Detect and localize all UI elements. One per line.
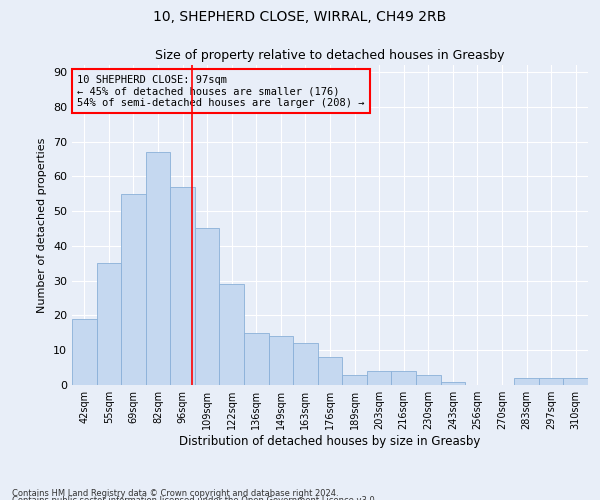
Bar — [367, 371, 391, 385]
Bar — [170, 186, 195, 385]
Bar — [514, 378, 539, 385]
Title: Size of property relative to detached houses in Greasby: Size of property relative to detached ho… — [155, 50, 505, 62]
Bar — [195, 228, 220, 385]
Bar — [318, 357, 342, 385]
Text: Contains HM Land Registry data © Crown copyright and database right 2024.: Contains HM Land Registry data © Crown c… — [12, 488, 338, 498]
Bar — [416, 374, 440, 385]
Bar — [440, 382, 465, 385]
Bar — [563, 378, 588, 385]
Bar — [220, 284, 244, 385]
Bar — [244, 333, 269, 385]
Bar — [97, 264, 121, 385]
Bar — [146, 152, 170, 385]
Bar — [269, 336, 293, 385]
Bar — [391, 371, 416, 385]
Y-axis label: Number of detached properties: Number of detached properties — [37, 138, 47, 312]
Bar — [121, 194, 146, 385]
X-axis label: Distribution of detached houses by size in Greasby: Distribution of detached houses by size … — [179, 435, 481, 448]
Text: 10 SHEPHERD CLOSE: 97sqm
← 45% of detached houses are smaller (176)
54% of semi-: 10 SHEPHERD CLOSE: 97sqm ← 45% of detach… — [77, 74, 365, 108]
Text: 10, SHEPHERD CLOSE, WIRRAL, CH49 2RB: 10, SHEPHERD CLOSE, WIRRAL, CH49 2RB — [154, 10, 446, 24]
Bar — [293, 344, 318, 385]
Bar — [539, 378, 563, 385]
Text: Contains public sector information licensed under the Open Government Licence v3: Contains public sector information licen… — [12, 496, 377, 500]
Bar — [72, 319, 97, 385]
Bar — [342, 374, 367, 385]
